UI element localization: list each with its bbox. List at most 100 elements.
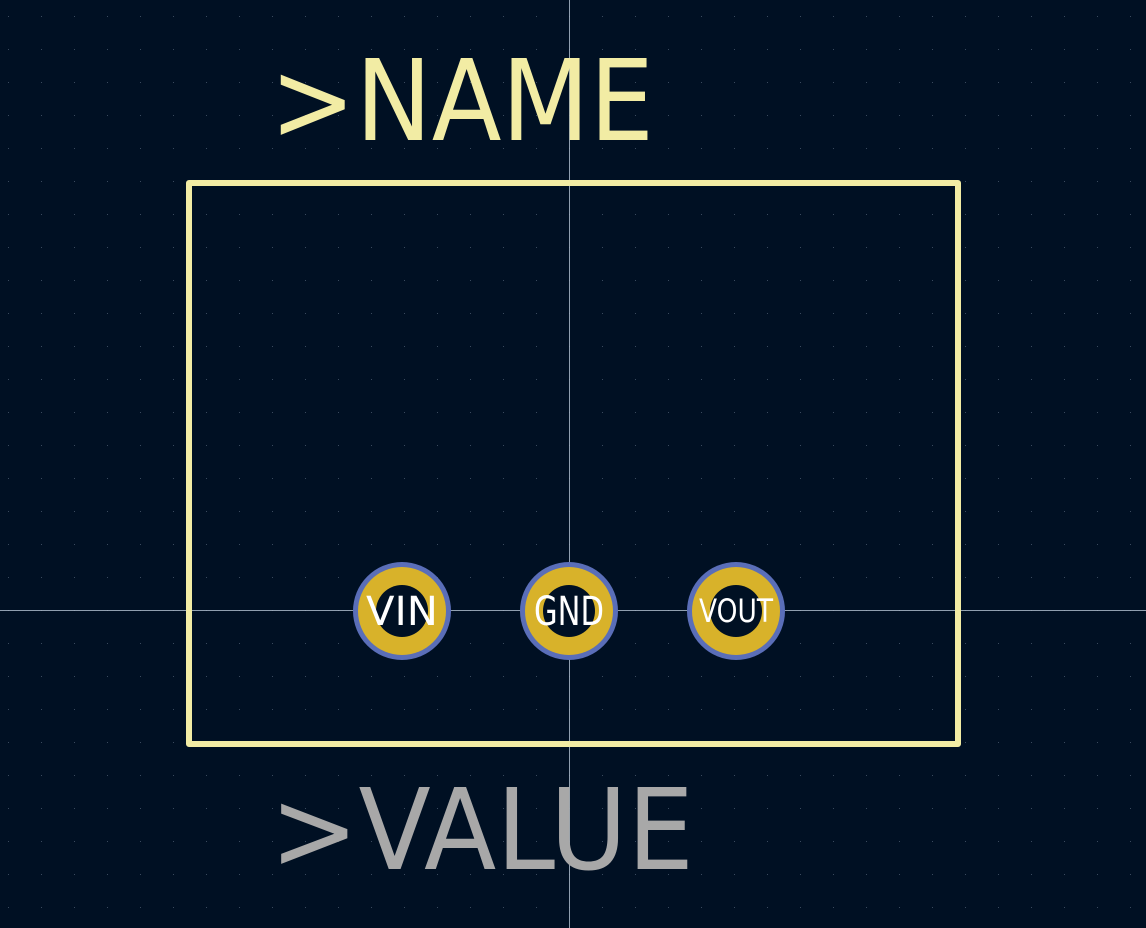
grid-dot (272, 643, 273, 644)
value-label[interactable]: >VALUE (270, 766, 694, 896)
grid-dot (1130, 247, 1131, 248)
grid-dot (965, 841, 966, 842)
grid-dot (173, 346, 174, 347)
grid-dot (305, 874, 306, 875)
grid-dot (800, 676, 801, 677)
grid-dot (338, 379, 339, 380)
grid-dot (239, 313, 240, 314)
grid-dot (1064, 808, 1065, 809)
grid-dot (206, 115, 207, 116)
grid-dot (140, 478, 141, 479)
grid-dot (206, 247, 207, 248)
grid-dot (338, 577, 339, 578)
grid-dot (998, 775, 999, 776)
grid-dot (932, 82, 933, 83)
grid-dot (602, 49, 603, 50)
grid-dot (140, 82, 141, 83)
grid-dot (1130, 280, 1131, 281)
grid-dot (8, 280, 9, 281)
grid-dot (74, 544, 75, 545)
grid-dot (140, 874, 141, 875)
grid-dot (800, 577, 801, 578)
grid-dot (107, 577, 108, 578)
grid-dot (107, 874, 108, 875)
grid-dot (1130, 346, 1131, 347)
grid-dot (305, 247, 306, 248)
grid-dot (1130, 214, 1131, 215)
grid-dot (1130, 709, 1131, 710)
grid-dot (932, 841, 933, 842)
grid-dot (602, 841, 603, 842)
grid-dot (74, 907, 75, 908)
grid-dot (1031, 148, 1032, 149)
grid-dot (8, 82, 9, 83)
grid-dot (74, 280, 75, 281)
grid-dot (899, 115, 900, 116)
grid-dot (1031, 49, 1032, 50)
grid-dot (1064, 544, 1065, 545)
grid-dot (701, 280, 702, 281)
grid-dot (701, 412, 702, 413)
grid-dot (173, 82, 174, 83)
grid-dot (899, 148, 900, 149)
grid-dot (338, 544, 339, 545)
grid-dot (206, 49, 207, 50)
grid-dot (206, 874, 207, 875)
grid-dot (1130, 412, 1131, 413)
grid-dot (635, 214, 636, 215)
grid-dot (338, 412, 339, 413)
grid-dot (8, 676, 9, 677)
grid-dot (998, 544, 999, 545)
grid-dot (833, 874, 834, 875)
grid-dot (1097, 16, 1098, 17)
grid-dot (338, 676, 339, 677)
grid-dot (701, 709, 702, 710)
pad-gnd[interactable]: GND (520, 562, 618, 660)
grid-dot (602, 313, 603, 314)
grid-dot (998, 577, 999, 578)
grid-dot (536, 511, 537, 512)
grid-dot (239, 775, 240, 776)
grid-dot (536, 676, 537, 677)
grid-dot (1130, 676, 1131, 677)
grid-dot (503, 577, 504, 578)
grid-dot (767, 346, 768, 347)
grid-dot (965, 808, 966, 809)
grid-dot (338, 49, 339, 50)
grid-dot (668, 412, 669, 413)
grid-dot (1097, 49, 1098, 50)
grid-dot (140, 511, 141, 512)
grid-dot (899, 775, 900, 776)
pad-vout-label: VOUT (699, 592, 773, 630)
grid-dot (272, 49, 273, 50)
grid-dot (866, 82, 867, 83)
grid-dot (107, 346, 108, 347)
grid-dot (404, 115, 405, 116)
grid-dot (866, 544, 867, 545)
grid-dot (1097, 577, 1098, 578)
grid-dot (74, 346, 75, 347)
grid-dot (1031, 115, 1032, 116)
grid-dot (239, 808, 240, 809)
grid-dot (635, 313, 636, 314)
grid-dot (8, 808, 9, 809)
name-label[interactable]: >NAME (270, 37, 654, 167)
grid-dot (1097, 841, 1098, 842)
footprint-outline[interactable] (186, 180, 961, 747)
pad-vout[interactable]: VOUT (687, 562, 785, 660)
grid-dot (536, 907, 537, 908)
grid-dot (404, 511, 405, 512)
grid-dot (932, 544, 933, 545)
grid-dot (1064, 148, 1065, 149)
grid-dot (1097, 247, 1098, 248)
grid-dot (1031, 775, 1032, 776)
grid-dot (74, 775, 75, 776)
grid-dot (668, 808, 669, 809)
grid-dot (338, 16, 339, 17)
grid-dot (701, 544, 702, 545)
grid-dot (1064, 907, 1065, 908)
grid-dot (932, 412, 933, 413)
grid-dot (371, 544, 372, 545)
grid-dot (635, 478, 636, 479)
pad-vin[interactable]: VIN (353, 562, 451, 660)
